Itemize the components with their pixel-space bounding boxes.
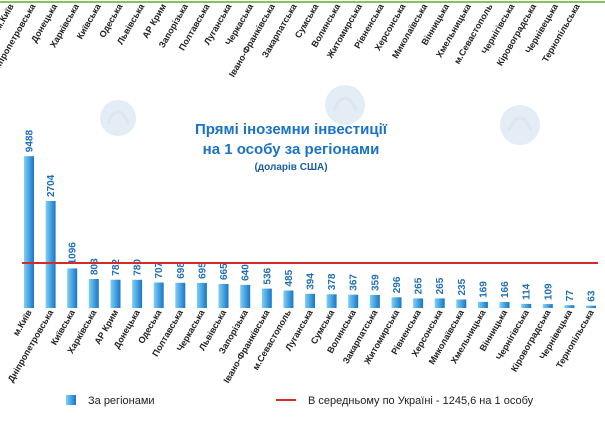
bar (45, 201, 56, 308)
legend-bar-swatch (66, 395, 76, 405)
data-label: 378 (327, 273, 338, 290)
legend-bar-label: За регіонами (88, 395, 155, 407)
bar-series (24, 156, 596, 308)
bar (369, 295, 380, 308)
category-label: Дніпропетровська (6, 307, 56, 384)
data-label: 265 (414, 277, 425, 294)
bar (153, 282, 164, 308)
data-label: 665 (219, 263, 230, 280)
category-label: м.Київ (11, 308, 34, 338)
data-label: 359 (370, 274, 381, 291)
bar (261, 288, 272, 308)
data-label: 698 (176, 262, 187, 279)
watermark-icon (325, 85, 365, 125)
chart-title: Прямі іноземни інвестиції на 1 особу за … (195, 121, 388, 173)
data-label: 1096 (68, 242, 79, 265)
bar (218, 284, 229, 308)
data-label: 265 (435, 277, 446, 294)
chart-subtitle: (доларів США) (254, 162, 327, 173)
watermark-icons (100, 85, 540, 145)
data-label: 109 (543, 283, 554, 300)
bar (326, 294, 337, 308)
data-label: 235 (457, 278, 468, 295)
bar (88, 279, 99, 308)
data-label: 77 (565, 290, 576, 302)
category-labels: м.КиївДніпропетровськаКиївськаХарківська… (6, 307, 596, 385)
data-label: 63 (587, 290, 598, 302)
data-label: 166 (500, 281, 511, 298)
legend-line-label: В середньому по Україні - 1245,6 на 1 ос… (308, 395, 534, 407)
bar (110, 279, 121, 308)
title-line-2: на 1 особу за регіонами (203, 141, 380, 158)
bar (456, 299, 467, 308)
bar (542, 304, 553, 308)
data-label: 707 (154, 261, 165, 278)
bar (67, 268, 78, 308)
data-label: 367 (349, 274, 360, 291)
bar (413, 298, 424, 308)
top-category-axis: м.КиївДніпропетровськаДонецькаХарківська… (0, 1, 605, 79)
title-line-1: Прямі іноземни інвестиції (195, 121, 388, 138)
bar (348, 294, 359, 308)
bar (305, 293, 315, 308)
legend: За регіонами В середньому по Україні - 1… (66, 395, 534, 407)
bar (132, 279, 143, 308)
data-label: 114 (522, 283, 533, 300)
data-label: 394 (306, 273, 317, 290)
value-labels: 9488 2704 1096 803 782 780 707 698 695 665 640 536 4… (25, 130, 598, 302)
bar (434, 298, 445, 308)
data-label: 640 (241, 264, 252, 281)
bar (564, 305, 575, 308)
watermark-icon (500, 105, 540, 145)
data-label: 9488 (25, 130, 36, 153)
bar (499, 302, 510, 308)
data-label: 782 (111, 259, 122, 276)
bar (283, 290, 294, 308)
data-label: 803 (89, 258, 100, 275)
watermark-icon (100, 100, 136, 136)
bar (391, 297, 402, 308)
data-label: 780 (133, 259, 144, 276)
bar (521, 303, 532, 308)
data-label: 2704 (46, 174, 57, 197)
bar (196, 282, 207, 308)
data-label: 695 (197, 262, 208, 279)
bar (24, 156, 34, 308)
data-label: 485 (284, 269, 295, 286)
data-label: 296 (392, 276, 403, 293)
bar (477, 301, 488, 308)
data-label: 536 (262, 267, 273, 284)
bar (175, 282, 186, 308)
bar (240, 284, 251, 308)
data-label: 169 (478, 281, 489, 298)
bar (586, 305, 596, 308)
